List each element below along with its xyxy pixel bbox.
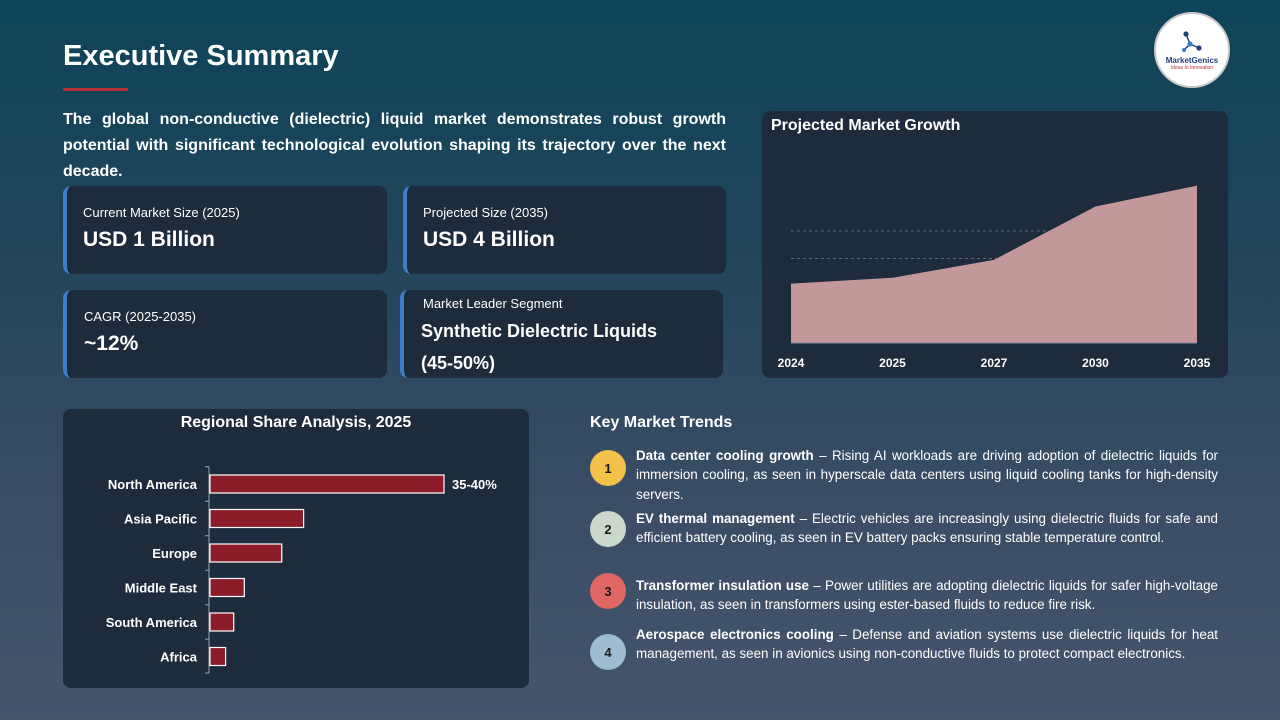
- category-label: Middle East: [125, 581, 198, 596]
- regional-share-chart: North America 35-40% Asia Pacific Europe Mid…: [106, 466, 497, 674]
- area-series: [791, 185, 1197, 343]
- trends-heading: Key Market Trends: [590, 414, 733, 431]
- trend-item-aerospace: 4 Aerospace electronics cooling – Defens…: [590, 625, 1218, 685]
- card-market-leader-segment: Market Leader Segment Synthetic Dielectr…: [400, 290, 723, 378]
- trend-title: Transformer insulation use: [636, 578, 810, 593]
- trend-description: – Power utilities are adopting dielectri…: [636, 578, 1219, 613]
- regional-share-panel: Regional Share Analysis, 2025 North Amer…: [63, 409, 529, 688]
- bar: [209, 577, 245, 598]
- trend-number-badge: 2: [590, 511, 626, 547]
- category-label: Europe: [152, 546, 197, 561]
- card-label: Market Leader Segment: [423, 296, 563, 311]
- company-logo: MarketGenics Ideas to Innovation: [1154, 12, 1230, 88]
- bar: [209, 543, 283, 563]
- card-value: ~12%: [84, 332, 139, 355]
- intro-paragraph: The global non-conductive (dielectric) l…: [63, 111, 726, 180]
- trend-number-badge: 1: [590, 450, 626, 486]
- logo-tagline: Ideas to Innovation: [1170, 64, 1214, 71]
- category-label: South America: [106, 615, 198, 630]
- category-label: North America: [108, 477, 198, 492]
- x-tick-label: 2024: [778, 356, 805, 370]
- trend-number-badge: 4: [590, 634, 626, 670]
- trend-item-transformer: 3 Transformer insulation use – Power uti…: [590, 573, 1218, 616]
- category-label: Africa: [160, 650, 198, 665]
- title-underline: [63, 88, 128, 91]
- card-current-market-size: Current Market Size (2025) USD 1 Billion: [63, 186, 387, 274]
- trend-description: – Electric vehicles are increasingly usi…: [636, 511, 1218, 546]
- trend-description: – Defense and aviation systems use diele…: [636, 627, 1218, 662]
- bar: [209, 474, 445, 494]
- card-label: CAGR (2025-2035): [84, 309, 196, 324]
- card-value-line1: Synthetic Dielectric Liquids: [421, 321, 658, 341]
- card-value: USD 4 Billion: [423, 228, 555, 251]
- trend-number-badge: 3: [590, 573, 626, 609]
- card-cagr: CAGR (2025-2035) ~12%: [63, 290, 387, 378]
- category-label: Asia Pacific: [124, 512, 197, 527]
- trend-item-data-center: 1 Data center cooling growth – Rising AI…: [590, 446, 1218, 506]
- card-label: Projected Size (2035): [423, 205, 549, 220]
- regional-share-title: Regional Share Analysis, 2025: [180, 414, 412, 431]
- card-projected-size: Projected Size (2035) USD 4 Billion: [403, 186, 726, 274]
- card-value: USD 1 Billion: [83, 228, 215, 251]
- trend-description: – Rising AI workloads are driving adopti…: [636, 448, 1218, 502]
- x-tick-label: 2025: [879, 356, 906, 370]
- trend-text: Aerospace electronics cooling – Defense …: [636, 625, 1218, 664]
- market-growth-chart: 2024 2025 2027 2030 2035: [778, 185, 1211, 370]
- market-growth-title: Projected Market Growth: [771, 117, 961, 134]
- trend-item-ev-thermal: 2 EV thermal management – Electric vehic…: [590, 509, 1218, 569]
- x-tick-label: 2027: [981, 356, 1008, 370]
- trend-text: EV thermal management – Electric vehicle…: [636, 509, 1218, 548]
- bar: [209, 508, 305, 529]
- trend-text: Data center cooling growth – Rising AI w…: [636, 446, 1218, 504]
- x-tick-label: 2030: [1082, 356, 1109, 370]
- molecule-icon: [1182, 30, 1202, 52]
- bar: [209, 612, 235, 632]
- trend-text: Transformer insulation use – Power utili…: [636, 576, 1218, 615]
- page-title: Executive Summary: [63, 40, 339, 72]
- x-tick-label: 2035: [1184, 356, 1211, 370]
- trend-title: Aerospace electronics cooling: [636, 627, 834, 642]
- trend-title: EV thermal management: [636, 511, 795, 526]
- data-label: 35-40%: [452, 477, 497, 492]
- trend-title: Data center cooling growth: [636, 448, 814, 463]
- market-growth-panel: Projected Market Growth 2024 2025 2027 2030…: [762, 111, 1228, 378]
- card-label: Current Market Size (2025): [83, 205, 240, 220]
- logo-name: MarketGenics: [1165, 55, 1219, 65]
- bar: [209, 646, 227, 667]
- card-value-line2: (45-50%): [421, 353, 496, 373]
